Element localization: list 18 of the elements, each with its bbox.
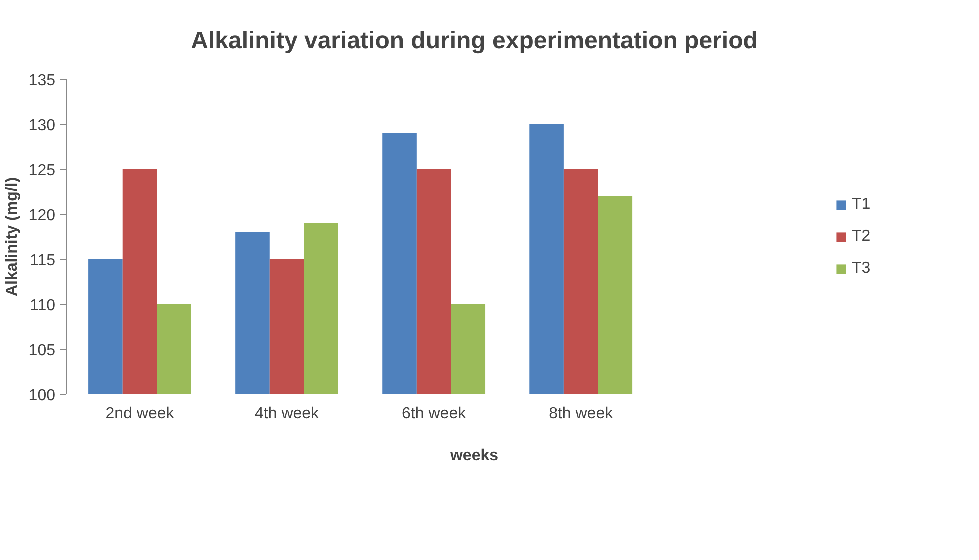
y-tick-label: 130 bbox=[28, 118, 56, 134]
y-tick-label: 125 bbox=[28, 162, 56, 180]
y-tick-label: 110 bbox=[30, 298, 56, 314]
x-tick-label: 4th week bbox=[255, 406, 320, 422]
legend-label: T2 bbox=[852, 228, 872, 246]
chart-title: Alkalinity variation during experimentation period bbox=[191, 28, 758, 54]
x-tick-label: 8th week bbox=[549, 406, 614, 422]
y-tick-label: 100 bbox=[28, 388, 56, 404]
y-tick-label: 120 bbox=[28, 208, 56, 224]
y-tick-label: 135 bbox=[28, 72, 56, 90]
y-tick-label: 115 bbox=[30, 252, 56, 270]
x-axis-title: weeks bbox=[449, 448, 499, 464]
legend-label: T3 bbox=[852, 260, 872, 278]
x-tick-label: 6th week bbox=[402, 406, 468, 422]
y-tick-label: 105 bbox=[28, 342, 56, 360]
x-tick-label: 2nd week bbox=[106, 406, 176, 422]
y-axis-title: Alkalinity (mg/l) bbox=[4, 177, 21, 297]
legend-label: T1 bbox=[852, 196, 872, 214]
